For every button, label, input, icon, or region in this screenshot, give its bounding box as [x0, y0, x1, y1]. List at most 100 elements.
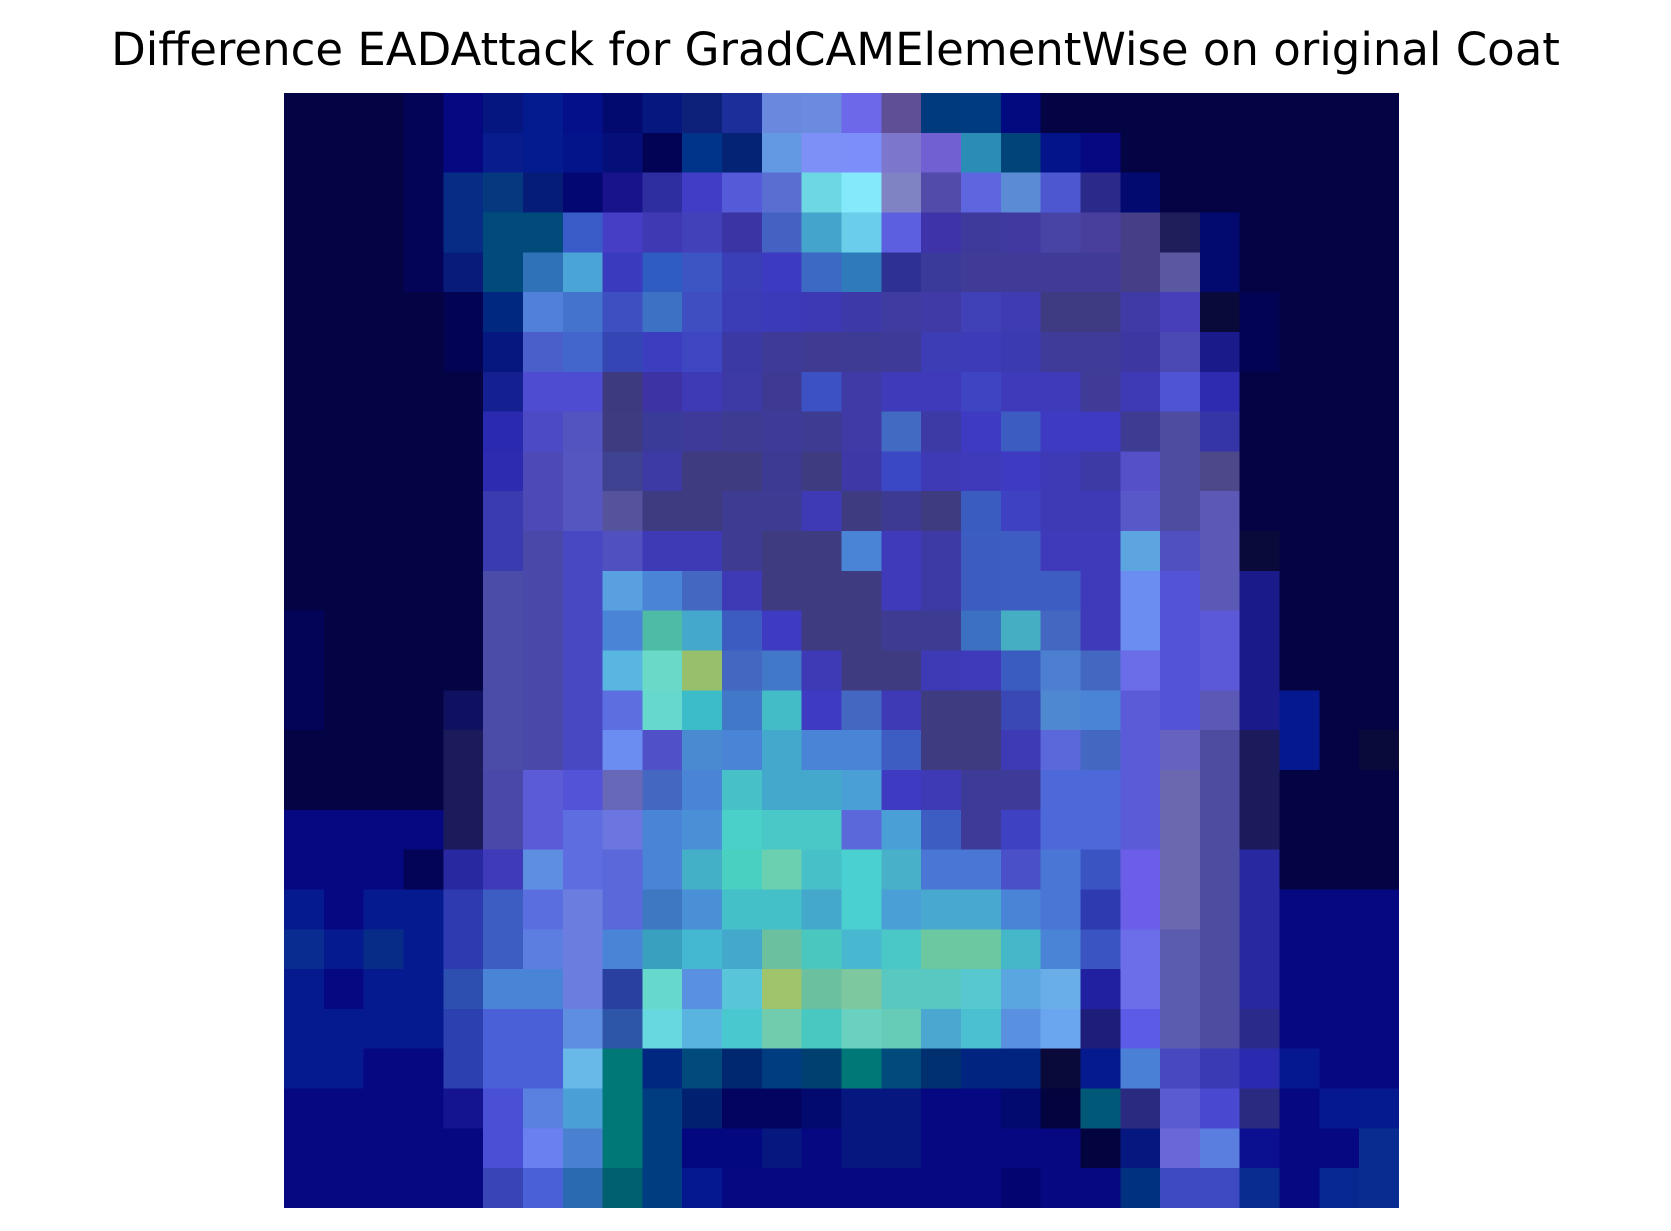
heatmap-cell: [323, 172, 365, 214]
heatmap-cell: [522, 1088, 564, 1130]
heatmap-cell: [443, 889, 484, 931]
heatmap-cell: [1319, 1088, 1360, 1130]
heatmap-cell: [801, 650, 843, 692]
heatmap-cell: [1359, 849, 1399, 891]
heatmap-cell: [801, 969, 843, 1010]
heatmap-cell: [960, 172, 1002, 214]
heatmap-cell: [323, 1128, 365, 1169]
heatmap-cell: [761, 889, 803, 931]
heatmap-cell: [1279, 172, 1321, 214]
heatmap-cell: [1359, 650, 1399, 692]
heatmap-cell: [522, 451, 564, 493]
heatmap-cell: [602, 1008, 644, 1050]
heatmap-cell: [602, 570, 644, 612]
heatmap-cell: [682, 212, 723, 254]
heatmap-cell: [1120, 1008, 1161, 1050]
heatmap-cell: [1199, 1168, 1241, 1208]
heatmap-cell: [522, 1048, 564, 1090]
heatmap-cell: [1199, 1128, 1241, 1169]
heatmap-cell: [443, 849, 484, 891]
heatmap-cell: [1279, 371, 1321, 413]
heatmap-cell: [522, 212, 564, 254]
heatmap-cell: [841, 252, 883, 293]
heatmap-cell: [841, 730, 883, 771]
heatmap-cell: [562, 252, 604, 293]
heatmap-cell: [363, 411, 405, 453]
heatmap-cell: [1279, 292, 1321, 333]
heatmap-cell: [921, 172, 962, 214]
heatmap-cell: [323, 252, 365, 293]
heatmap-cell: [881, 610, 922, 652]
heatmap-cell: [483, 132, 524, 174]
heatmap-cell: [722, 212, 763, 254]
heatmap-cell: [602, 411, 644, 453]
heatmap-cell: [1199, 411, 1241, 453]
heatmap-cell: [483, 1048, 524, 1090]
heatmap-cell: [522, 769, 564, 811]
heatmap-cell: [1160, 809, 1201, 851]
heatmap-cell: [1040, 1088, 1082, 1130]
heatmap-cell: [881, 371, 922, 413]
heatmap-cell: [1239, 93, 1281, 134]
heatmap-cell: [921, 1008, 962, 1050]
heatmap-cell: [801, 212, 843, 254]
heatmap-cell: [323, 769, 365, 811]
heatmap-cell: [443, 411, 484, 453]
heatmap-cell: [403, 132, 445, 174]
heatmap-cell: [443, 730, 484, 771]
heatmap-cell: [1040, 331, 1082, 373]
heatmap-cell: [443, 1048, 484, 1090]
heatmap-cell: [1279, 331, 1321, 373]
heatmap-cell: [1279, 1168, 1321, 1208]
heatmap-cell: [443, 570, 484, 612]
heatmap-cell: [363, 690, 405, 731]
heatmap-cell: [801, 531, 843, 572]
heatmap-cell: [1080, 1088, 1122, 1130]
heatmap-cell: [284, 809, 325, 851]
heatmap-cell: [642, 1008, 684, 1050]
heatmap-cell: [284, 132, 325, 174]
heatmap-cell: [1319, 1128, 1360, 1169]
heatmap-cell: [761, 730, 803, 771]
heatmap-cell: [522, 252, 564, 293]
heatmap-cell: [761, 769, 803, 811]
heatmap-cell: [642, 1128, 684, 1169]
heatmap-cell: [562, 93, 604, 134]
heatmap-cell: [841, 531, 883, 572]
heatmap-cell: [1080, 172, 1122, 214]
heatmap-cell: [1359, 690, 1399, 731]
heatmap-cell: [363, 730, 405, 771]
heatmap-cell: [1040, 371, 1082, 413]
heatmap-cell: [1160, 411, 1201, 453]
heatmap-cell: [1279, 889, 1321, 931]
heatmap-cell: [682, 730, 723, 771]
heatmap-cell: [1160, 1128, 1201, 1169]
heatmap-cell: [1359, 969, 1399, 1010]
heatmap-cell: [1319, 730, 1360, 771]
heatmap-cell: [1199, 769, 1241, 811]
heatmap-cell: [921, 331, 962, 373]
heatmap-cell: [1199, 331, 1241, 373]
heatmap-cell: [761, 132, 803, 174]
heatmap-cell: [483, 93, 524, 134]
heatmap-cell: [284, 929, 325, 970]
heatmap-cell: [284, 1008, 325, 1050]
heatmap-cell: [1319, 1008, 1360, 1050]
heatmap-cell: [284, 1128, 325, 1169]
heatmap-cell: [483, 769, 524, 811]
heatmap-cell: [881, 929, 922, 970]
heatmap-cell: [761, 451, 803, 493]
heatmap-cell: [602, 690, 644, 731]
heatmap-cell: [761, 929, 803, 970]
heatmap-cell: [602, 969, 644, 1010]
heatmap-cell: [562, 172, 604, 214]
heatmap-cell: [682, 451, 723, 493]
heatmap-cell: [483, 331, 524, 373]
heatmap-cell: [483, 491, 524, 532]
heatmap-cell: [682, 132, 723, 174]
heatmap-cell: [1319, 889, 1360, 931]
heatmap-cell: [1000, 730, 1042, 771]
heatmap-cell: [562, 331, 604, 373]
heatmap-cell: [323, 730, 365, 771]
heatmap-cell: [1040, 292, 1082, 333]
